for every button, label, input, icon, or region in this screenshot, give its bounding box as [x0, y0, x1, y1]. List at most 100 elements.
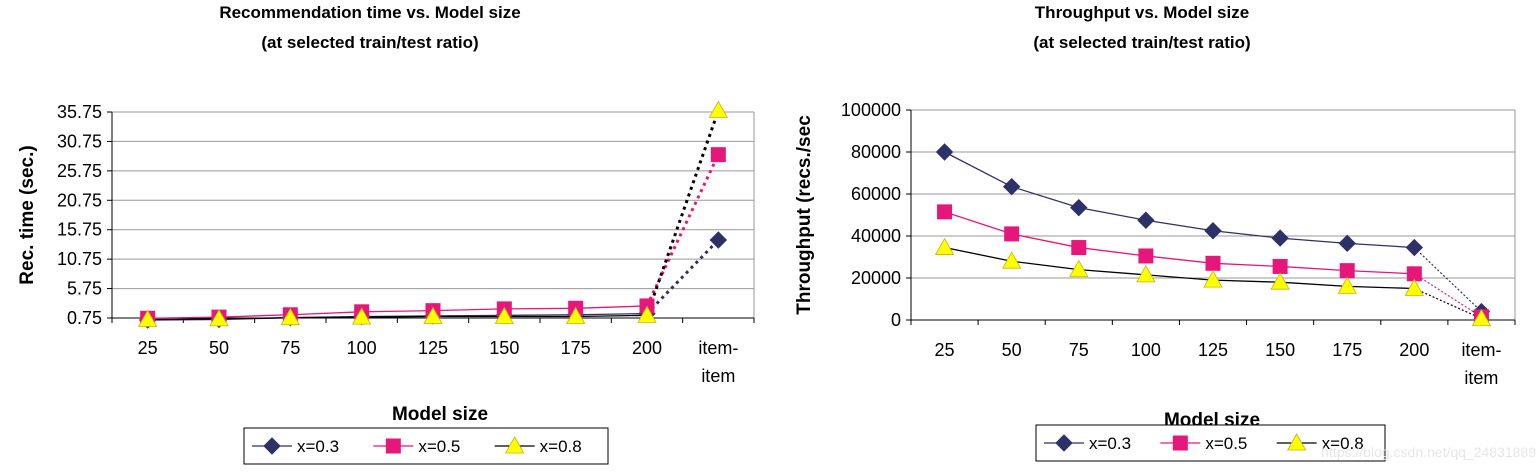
- point-x=0.8: [494, 306, 515, 324]
- y-axis-title: Rec. time (sec.): [17, 145, 38, 284]
- y-tick-label: 15.75: [57, 220, 102, 240]
- series-tail-x=0.5: [1414, 273, 1482, 318]
- x-tick-label-line: item-: [698, 338, 738, 358]
- point-x=0.5: [1272, 258, 1288, 274]
- legend-label: x=0.3: [297, 437, 339, 456]
- point-x=0.3: [935, 143, 954, 161]
- point-x=0.3: [1137, 211, 1155, 229]
- chart-title: Throughput vs. Model size: [1035, 3, 1249, 22]
- y-tick-label: 25.75: [57, 161, 102, 181]
- series-tail-x=0.3: [645, 238, 720, 315]
- x-tick-label: 50: [1002, 340, 1022, 360]
- point-x=0.5: [1138, 248, 1154, 264]
- x-tick-label-line: item-: [1461, 340, 1501, 360]
- series-line-x=0.5: [944, 211, 1415, 275]
- x-tick-label: 75: [280, 338, 300, 358]
- series-tail-x=0.8: [1414, 287, 1482, 320]
- x-tick-label: 100: [347, 338, 377, 358]
- point-x=0.5: [1339, 263, 1355, 279]
- point-x=0.5: [1071, 240, 1087, 256]
- point-x=0.8: [1270, 272, 1290, 290]
- chart-throughput: Throughput vs. Model size (at selected tr…: [794, 3, 1516, 462]
- y-tick-label: 0.75: [67, 308, 102, 328]
- legend-label: x=0.5: [1205, 434, 1247, 453]
- x-tick-label: 100: [1131, 340, 1161, 360]
- x-tick-label: 125: [418, 338, 448, 358]
- legend-label: x=0.8: [1322, 434, 1364, 453]
- chart-subtitle: (at selected train/test ratio): [261, 33, 478, 52]
- point-x=0.3: [1405, 238, 1424, 257]
- legend-marker: [1172, 435, 1188, 451]
- x-tick-label: 125: [1198, 340, 1228, 360]
- point-x=0.8: [137, 309, 158, 327]
- legend-box: [1035, 424, 1386, 462]
- x-tick-label: item-item: [698, 338, 738, 386]
- point-x=0.8: [637, 305, 657, 323]
- watermark-text: https://blog.csdn.net/qq_24831889: [1321, 444, 1536, 460]
- point-x=0.3: [1338, 234, 1356, 253]
- x-tick-label-line: item: [1464, 368, 1498, 388]
- point-x=0.8: [1203, 270, 1223, 288]
- point-x=0.8: [1471, 308, 1492, 326]
- series-line-x=0.3: [944, 151, 1415, 249]
- y-tick-label: 20000: [851, 268, 901, 288]
- point-x=0.8: [708, 100, 729, 118]
- y-tick-label: 60000: [851, 184, 901, 204]
- x-tick-label: 75: [1069, 340, 1089, 360]
- legend-marker: [1286, 433, 1307, 451]
- x-tick-label: 25: [138, 338, 158, 358]
- legend-label: x=0.3: [1089, 434, 1131, 453]
- point-x=0.8: [209, 309, 229, 327]
- series-line-x=0.8: [147, 314, 648, 321]
- x-tick-label: 200: [1399, 340, 1429, 360]
- y-tick-label: 5.75: [67, 279, 102, 299]
- x-tick-label-line: item: [701, 366, 735, 386]
- x-tick-label: 150: [489, 338, 519, 358]
- legend-marker: [385, 438, 401, 454]
- y-tick-label: 40000: [851, 226, 901, 246]
- point-x=0.3: [1070, 198, 1088, 217]
- x-tick-label: 150: [1265, 340, 1295, 360]
- point-x=0.8: [280, 307, 301, 326]
- point-x=0.5: [710, 147, 726, 163]
- x-tick-label: 200: [632, 338, 662, 358]
- y-tick-label: 30.75: [57, 131, 102, 151]
- series-tail-x=0.5: [645, 154, 720, 307]
- y-axis-title: Throughput (recs./sec: [794, 115, 815, 315]
- legend-box: [243, 427, 609, 465]
- legend-marker: [1055, 434, 1073, 452]
- point-x=0.8: [1069, 259, 1089, 278]
- point-x=0.8: [1337, 276, 1357, 294]
- legend-marker: [263, 437, 281, 455]
- point-x=0.8: [934, 237, 955, 255]
- series-tail-x=0.3: [1413, 247, 1482, 313]
- series-tail-x=0.8: [645, 110, 720, 316]
- point-x=0.8: [1404, 278, 1425, 296]
- point-x=0.8: [423, 306, 443, 324]
- legend-marker: [504, 436, 525, 454]
- y-tick-label: 0: [891, 310, 901, 330]
- chart-title: Recommendation time vs. Model size: [219, 3, 520, 22]
- point-x=0.8: [565, 306, 586, 324]
- y-tick-label: 35.75: [57, 102, 102, 122]
- x-tick-label: 175: [1332, 340, 1362, 360]
- point-x=0.5: [937, 204, 953, 220]
- y-tick-label: 20.75: [57, 190, 102, 210]
- point-x=0.5: [1004, 226, 1020, 242]
- point-x=0.8: [1136, 265, 1156, 283]
- point-x=0.8: [351, 307, 372, 325]
- y-tick-label: 10.75: [57, 249, 102, 269]
- point-x=0.3: [1204, 222, 1222, 240]
- legend-label: x=0.8: [540, 437, 582, 456]
- series-line-x=0.8: [944, 246, 1415, 290]
- point-x=0.3: [1271, 229, 1289, 247]
- y-tick-label: 100000: [841, 100, 901, 120]
- point-x=0.3: [1002, 177, 1021, 196]
- y-tick-label: 80000: [851, 142, 901, 162]
- point-x=0.8: [1001, 251, 1022, 269]
- x-tick-label: 175: [561, 338, 591, 358]
- x-tick-label: 25: [935, 340, 955, 360]
- legend-label: x=0.5: [418, 437, 460, 456]
- series-line-x=0.5: [147, 305, 648, 319]
